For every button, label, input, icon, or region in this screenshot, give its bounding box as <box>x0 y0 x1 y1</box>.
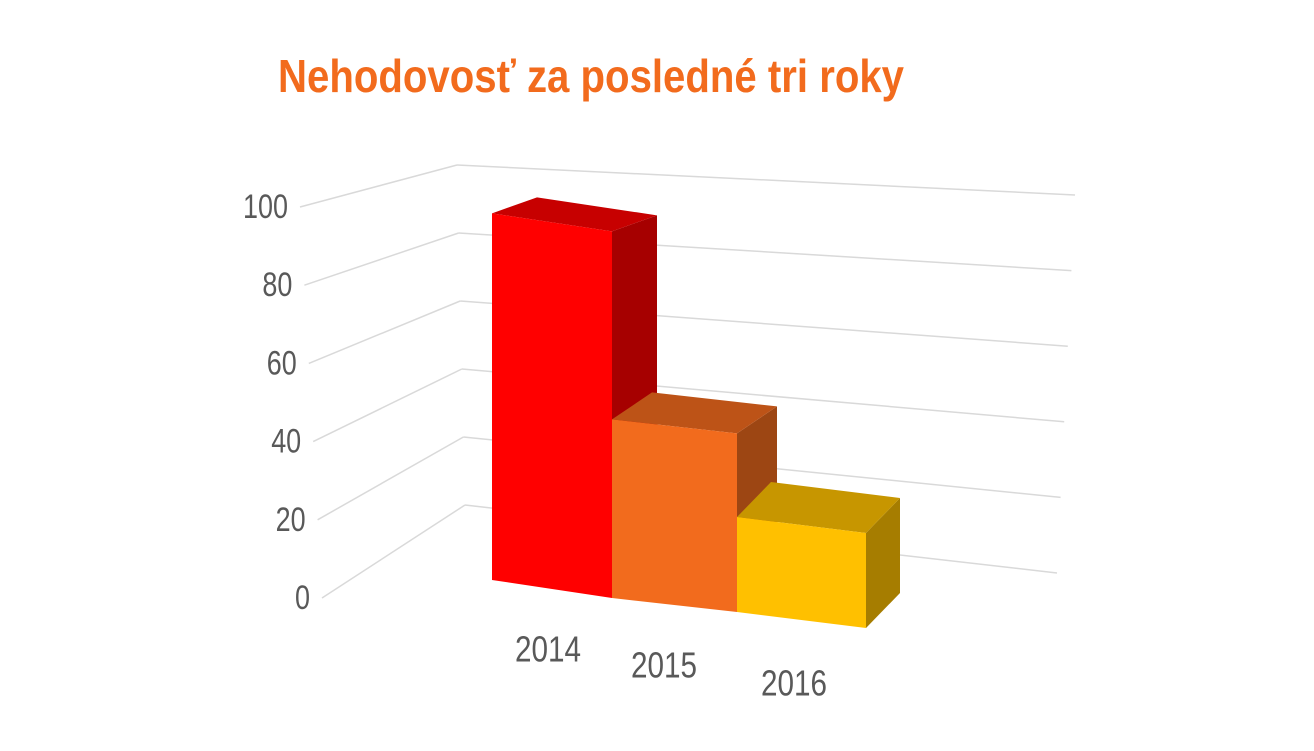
bar-top <box>737 482 900 533</box>
x-tick-label: 2014 <box>515 629 581 670</box>
bar-top <box>492 197 657 232</box>
y-tick-label: 20 <box>276 501 306 539</box>
bar <box>737 517 866 628</box>
y-tick-label: 100 <box>243 188 288 226</box>
grid-line <box>456 164 1076 196</box>
bar-side <box>866 498 900 628</box>
y-tick-label: 80 <box>262 266 292 304</box>
grid-line <box>312 368 463 443</box>
x-tick-label: 2016 <box>761 663 827 704</box>
chart-title: Nehodovosť za posledné tri roky <box>278 50 904 102</box>
grid-line <box>299 164 458 208</box>
grid-line <box>308 300 461 365</box>
grid-line <box>321 504 466 599</box>
x-tick-label: 2015 <box>631 645 697 686</box>
grid-line <box>317 436 464 521</box>
bar-top <box>612 392 777 434</box>
grid-line <box>304 232 459 286</box>
y-tick-label: 40 <box>271 423 301 461</box>
y-tick-label: 0 <box>295 579 310 617</box>
y-tick-label: 60 <box>267 344 297 382</box>
bar <box>612 419 737 612</box>
bar <box>492 213 612 598</box>
